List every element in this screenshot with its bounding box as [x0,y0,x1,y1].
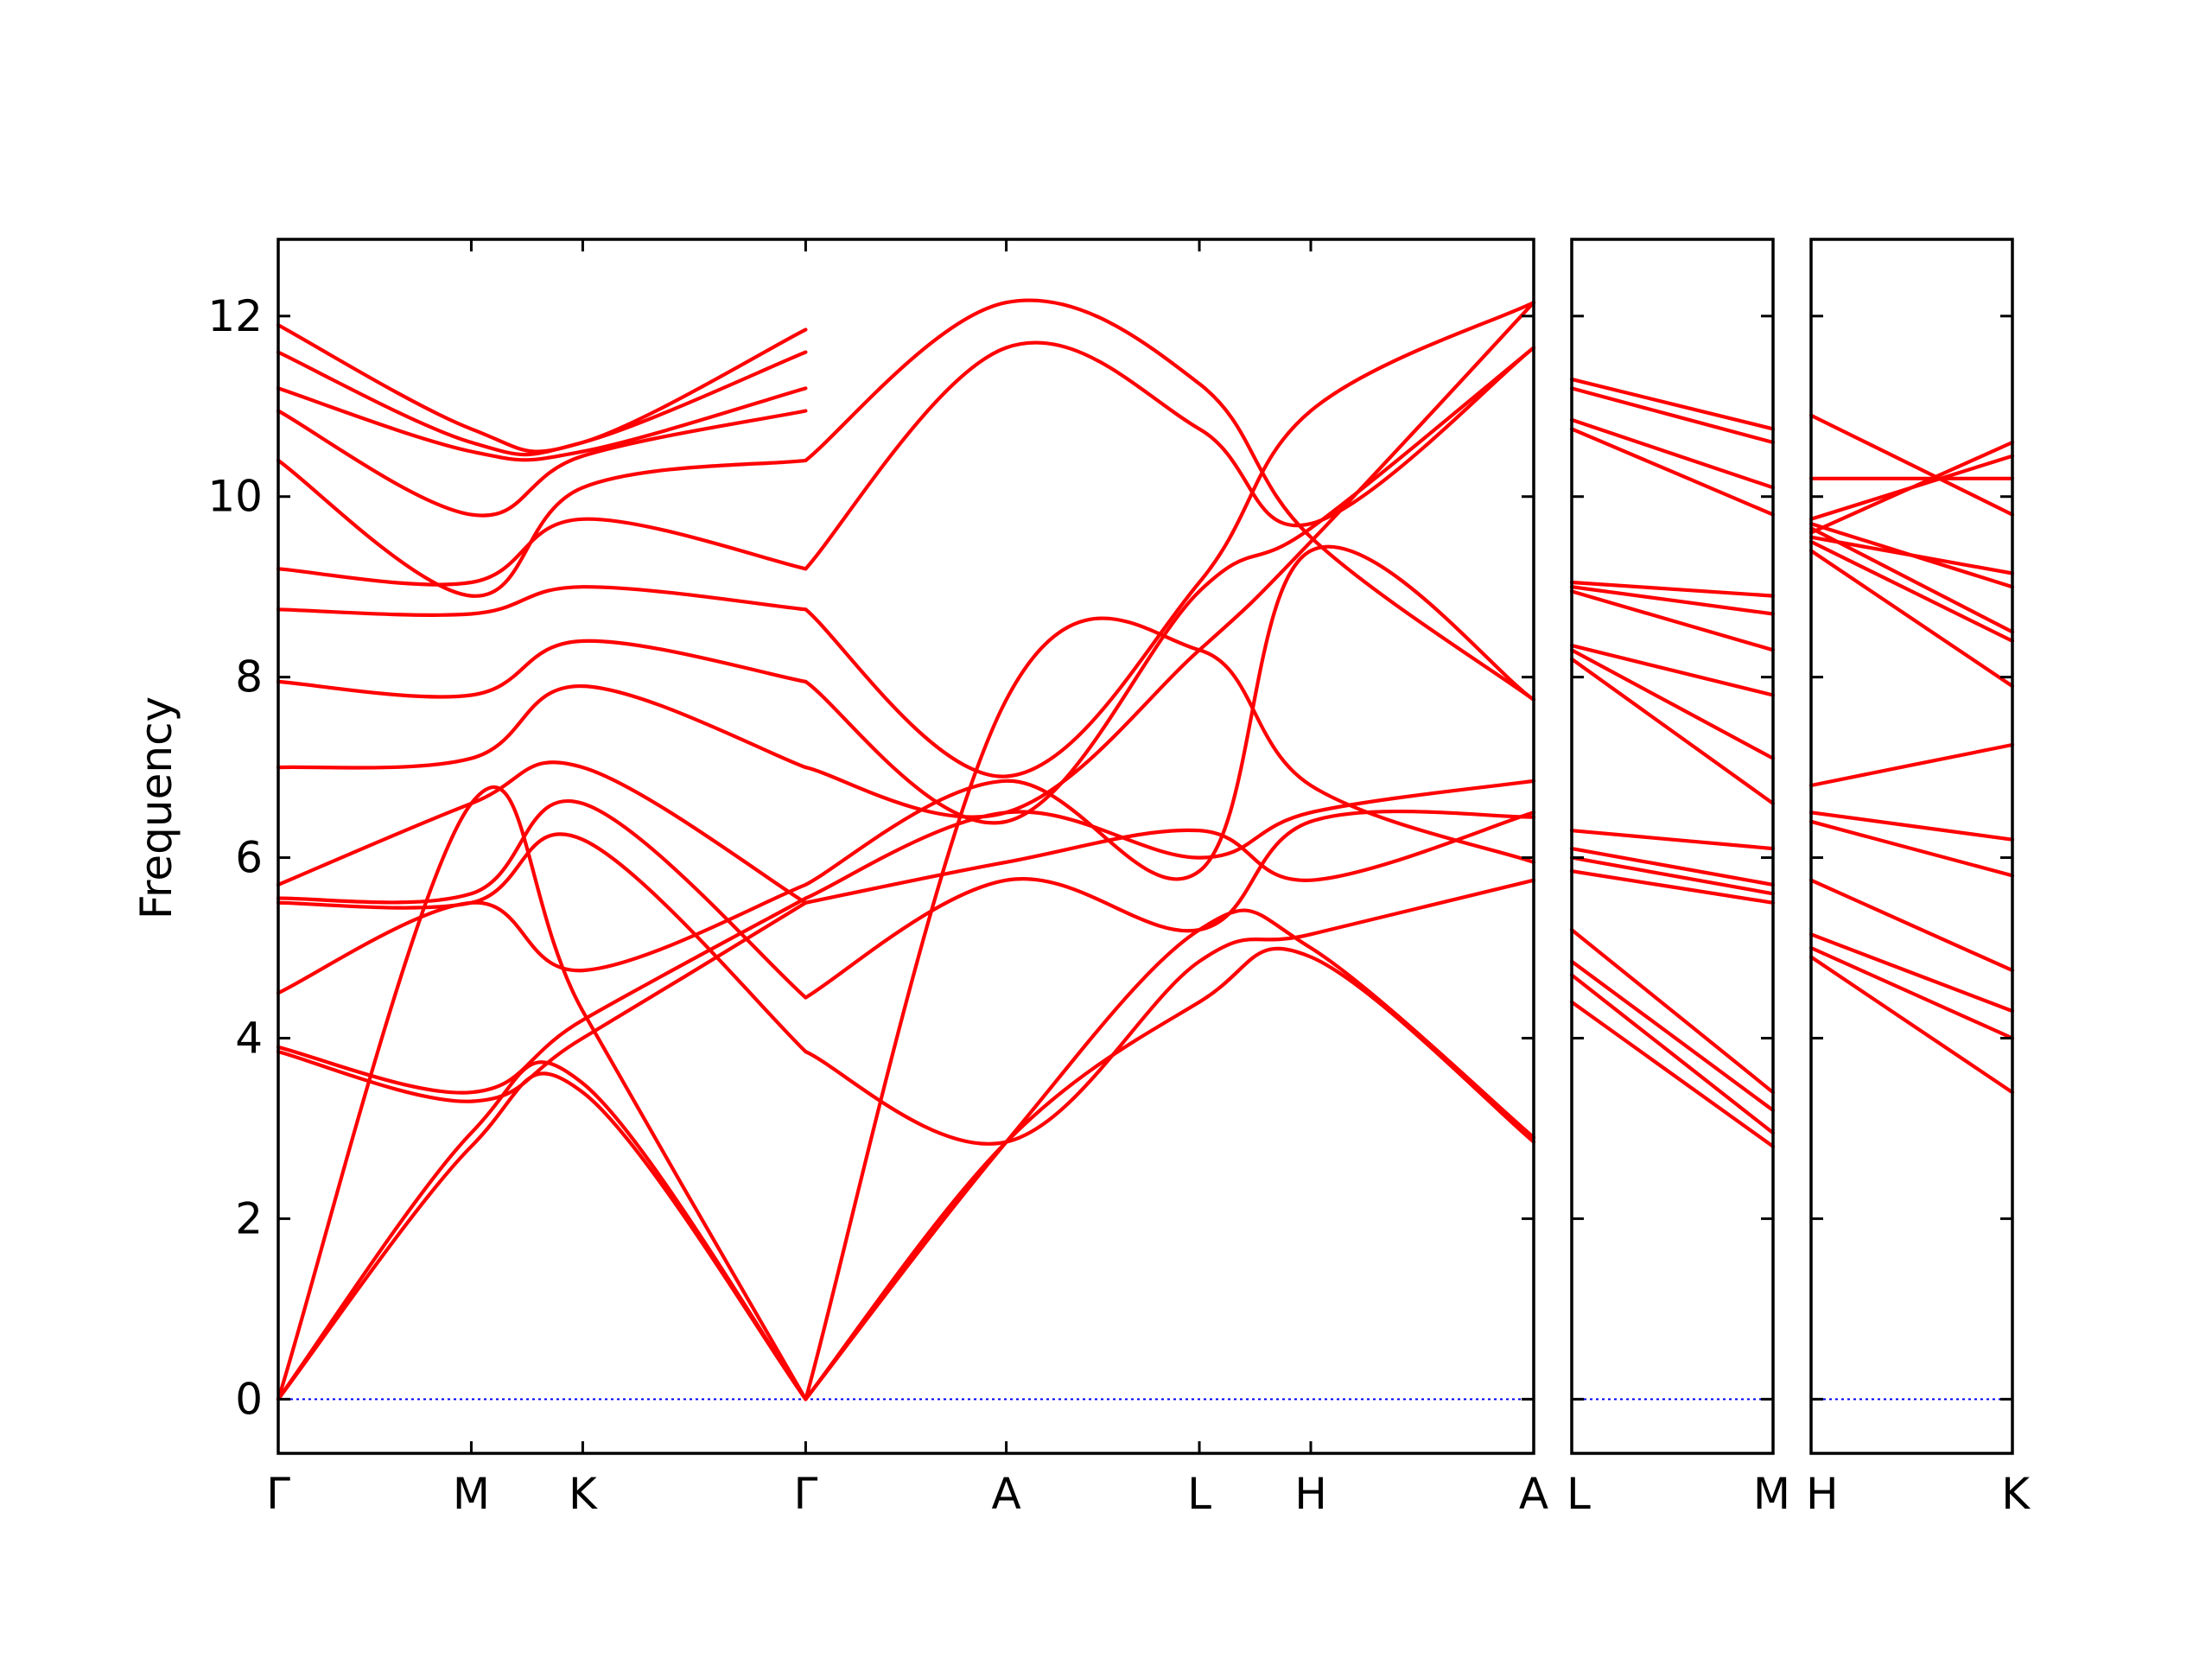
phonon-band [1569,644,1776,697]
x-tick-label: Γ [266,1469,290,1519]
phonon-band [1569,973,1776,1135]
phonon-band [804,908,1536,1402]
phonon-band [804,810,1536,1000]
phonon-band [804,779,1536,900]
phonon-band [276,409,808,518]
phonon-band [276,760,808,905]
phonon-band [804,946,1536,1402]
phonon-band [1569,847,1776,887]
phonon-band [1808,878,2015,973]
x-tick-label: M [1753,1469,1790,1519]
phonon-band [1808,413,2015,517]
phonon-band [1569,417,1776,490]
phonon-band [276,785,808,1402]
phonon-band [804,301,1536,819]
phonon-band [1569,589,1776,652]
panel-main: 0 2 4 6 8 10 12 Γ M K Γ A L H A [207,238,1548,1519]
phonon-band [1808,539,2015,643]
phonon-band [804,346,1536,825]
phonon-band [276,1060,808,1402]
x-tick-label: A [1519,1469,1548,1519]
x-tick-label: L [1567,1469,1591,1519]
phonon-band [276,350,808,457]
phonon-band [1569,648,1776,760]
x-tick-label: A [991,1469,1020,1519]
phonon-band [1808,945,2015,1040]
y-tick-label: 6 [235,833,263,883]
phonon-band [1569,1000,1776,1148]
phonon-band [276,896,808,1095]
x-tick-label: L [1187,1469,1211,1519]
phonon-band [276,832,808,1054]
phonon-band [1569,427,1776,517]
x-tick-label: H [1806,1469,1839,1519]
phonon-band [276,323,808,454]
x-tick-label: M [453,1469,490,1519]
phonon-band [1808,526,2015,634]
phonon-band [1808,440,2015,535]
phonon-band [804,616,1536,1402]
phonon-band [1569,580,1776,598]
phonon-band [1808,819,2015,878]
phonon-band [276,585,808,617]
y-tick-label: 12 [207,291,263,341]
axes-frame [1809,238,2014,1455]
phonon-band [804,544,1536,887]
phonon-band [804,810,1536,905]
phonon-band [1569,829,1776,851]
phonon-band [276,639,808,699]
x-tick-label: Γ [793,1469,817,1519]
x-tick-label: H [1294,1469,1327,1519]
phonon-band [804,340,1536,571]
phonon-band [1569,377,1776,431]
y-tick-label: 0 [235,1374,263,1424]
phonon-band [1569,869,1776,905]
phonon-band [276,683,808,770]
phonon-band [1808,955,2015,1095]
y-tick-label: 8 [235,652,263,702]
phonon-band [1569,855,1776,896]
phonon-band [804,878,1536,1146]
phonon-band [1808,535,2015,575]
y-tick-label: 10 [207,472,263,522]
y-tick-label: 4 [235,1013,263,1063]
phonon-band [1569,959,1776,1113]
y-tick-label: 2 [235,1193,263,1243]
phonon-band [1569,928,1776,1095]
x-tick-label: K [569,1469,598,1519]
phonon-band [1569,585,1776,616]
axes-frame [276,238,1535,1455]
x-tick-label: K [2001,1469,2031,1519]
phonon-band [1808,932,2015,1014]
phonon-band [1808,810,2015,842]
phonon-band [804,301,1536,779]
phonon-band [1569,386,1776,445]
phonon-band [804,298,1536,702]
phonon-band [276,882,808,995]
phonon-band [1808,742,2015,788]
phonon-band [276,458,808,598]
phonon-band [276,386,808,462]
phonon-band [1569,657,1776,805]
phonon-band [1808,549,2015,689]
y-axis-label: Frequency [131,696,181,919]
phonon-band [276,799,808,1000]
axes-frame [1570,238,1775,1455]
